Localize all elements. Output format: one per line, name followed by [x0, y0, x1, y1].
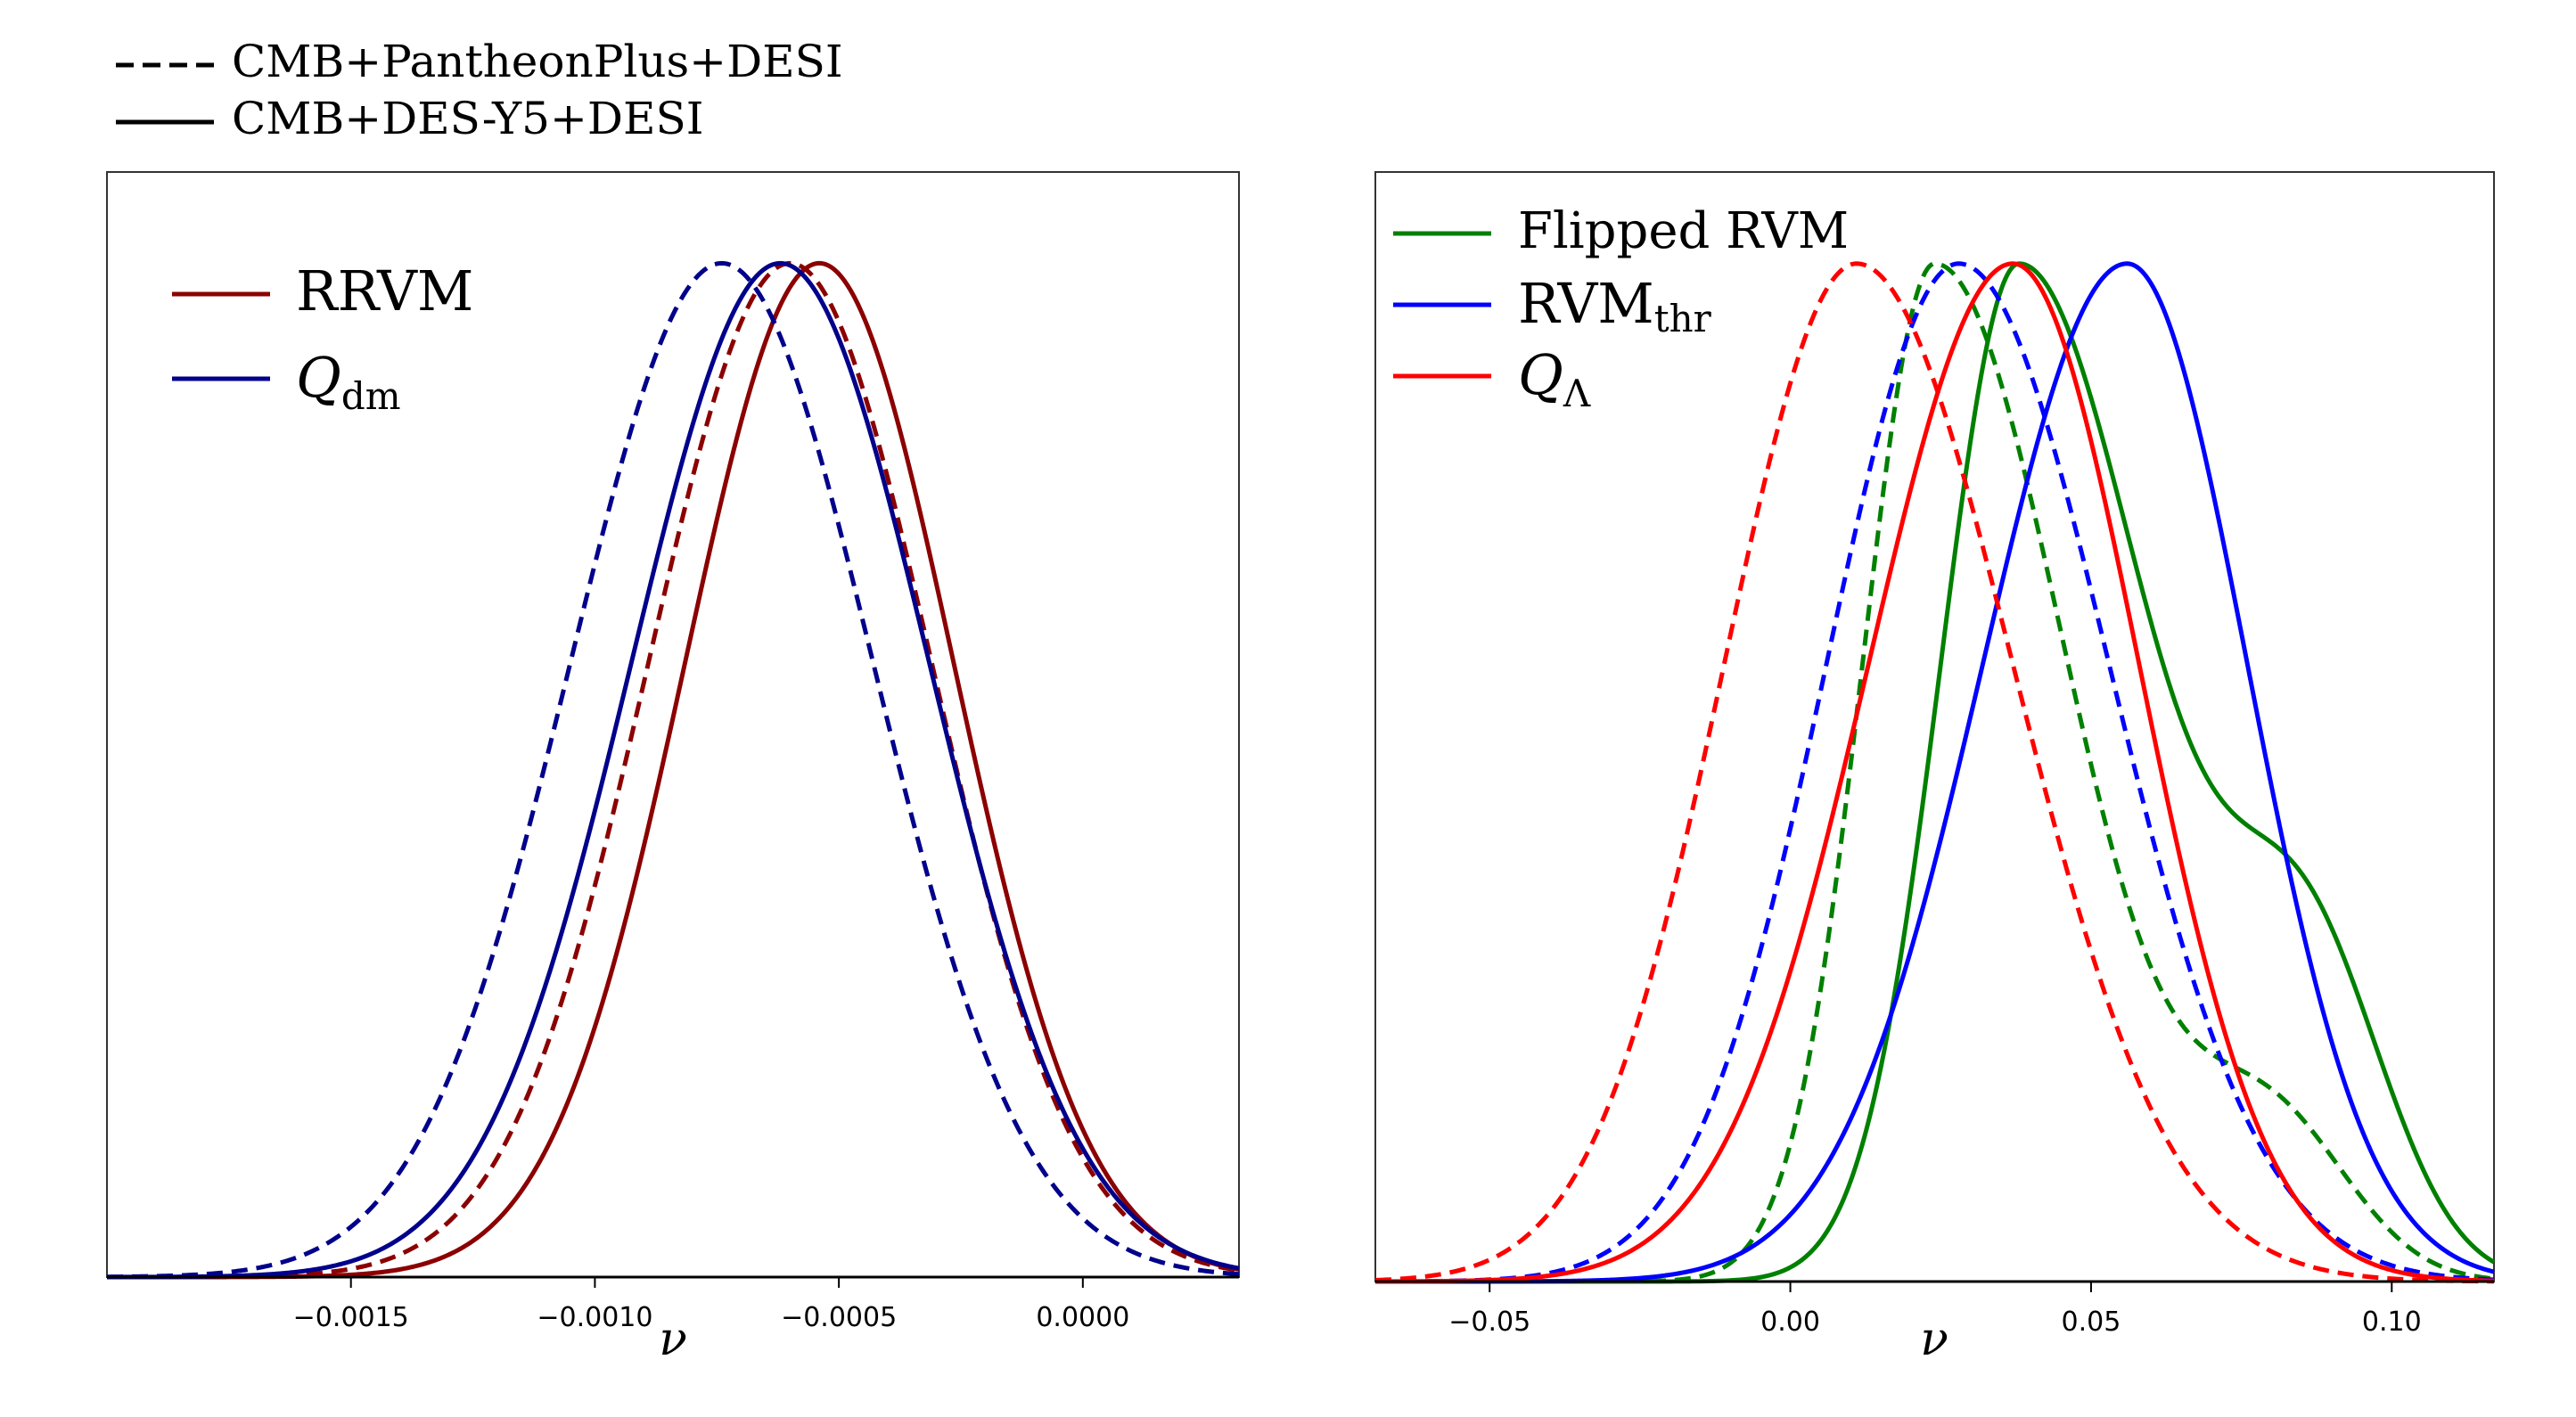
left-series-1-dashed-line — [106, 260, 1240, 1280]
right-x-tick-label-2: 0.05 — [2062, 1306, 2121, 1338]
left-x-tick-label-3: 0.0000 — [1036, 1302, 1129, 1333]
left-x-tick-label-2: −0.0005 — [781, 1302, 897, 1333]
right-legend-flipped-rvm-label: Flipped RVM — [1518, 202, 1849, 260]
global-legend: CMB+PantheonPlus+DESI CMB+DES-Y5+DESI — [116, 36, 843, 144]
left-legend-qdm-label: Qdm — [296, 345, 401, 418]
left-series-3-dashed-line — [106, 260, 1240, 1280]
left-x-axis-label: ν — [659, 1313, 687, 1366]
right-series-4-solid-line — [1374, 261, 2495, 1284]
global-legend-dashed-label: CMB+PantheonPlus+DESI — [232, 36, 843, 87]
right-x-ticks: −0.05 0.00 0.05 0.10 — [1448, 1282, 2422, 1338]
right-x-axis-label: ν — [1920, 1313, 1948, 1366]
left-series-2-solid-line — [106, 260, 1240, 1280]
right-panel: −0.05 0.00 0.05 0.10 ν Flipped RVM RVMthr Q… — [1374, 171, 2496, 1366]
right-x-tick-label-1: 0.00 — [1760, 1306, 1820, 1338]
left-x-ticks: −0.0015 −0.0010 −0.0005 0.0000 — [293, 1277, 1129, 1333]
right-legend-qlambda-label: QΛ — [1518, 342, 1591, 415]
left-x-tick-label-0: −0.0015 — [293, 1302, 409, 1333]
left-x-tick-label-1: −0.0010 — [537, 1302, 652, 1333]
left-legend-rrvm-label: RRVM — [296, 258, 473, 324]
right-x-tick-label-3: 0.10 — [2362, 1306, 2422, 1338]
left-legend: RRVM Qdm — [172, 258, 473, 418]
right-legend: Flipped RVM RVMthr QΛ — [1393, 202, 1849, 415]
right-x-tick-label-0: −0.05 — [1448, 1306, 1530, 1338]
global-legend-solid-label: CMB+DES-Y5+DESI — [232, 93, 703, 144]
right-legend-rvmthr-label: RVMthr — [1518, 271, 1712, 340]
right-series-5-dashed-line — [1374, 261, 2495, 1284]
left-panel: −0.0015 −0.0010 −0.0005 0.0000 ν RRVM Qdm — [106, 171, 1240, 1366]
